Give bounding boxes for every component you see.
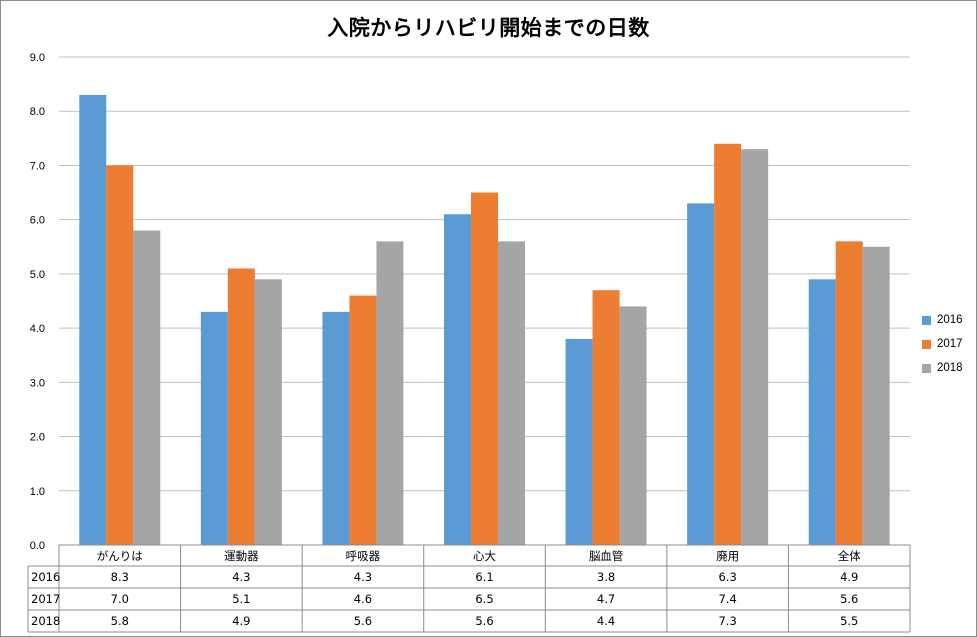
table-cell-value: 4.7 [597, 592, 615, 606]
table-cell-value: 7.4 [718, 592, 736, 606]
bar [808, 279, 836, 545]
category-label: 呼吸器 [346, 549, 381, 563]
legend-swatch [922, 315, 931, 325]
table-cell-value: 4.4 [597, 614, 615, 628]
legend-item: 2018 [922, 356, 977, 380]
y-tick-label: 2.0 [30, 432, 45, 444]
category-label: がんりは [97, 549, 143, 563]
bar [254, 279, 282, 545]
category-label: 心大 [473, 549, 496, 563]
legend-swatch [922, 363, 931, 373]
bar [444, 214, 471, 545]
bar [322, 311, 350, 545]
bar [565, 338, 593, 545]
bar [835, 241, 863, 545]
y-tick-label: 8.0 [30, 106, 45, 118]
bar [106, 165, 134, 545]
bar [376, 241, 404, 545]
y-tick-label: 1.0 [30, 486, 45, 498]
bar [349, 295, 377, 545]
table-cell-value: 5.6 [840, 592, 858, 606]
table-cell-value: 7.3 [718, 614, 736, 628]
bar [714, 143, 742, 545]
bar [498, 241, 525, 545]
bar [227, 268, 255, 545]
category-label: 全体 [838, 549, 861, 563]
bar [741, 149, 769, 545]
chart-title: 入院からリハビリ開始までの日数 [327, 16, 650, 40]
bar [592, 290, 620, 545]
y-tick-label: 6.0 [30, 215, 45, 227]
bar [862, 246, 890, 545]
bar [200, 311, 228, 545]
bar [79, 94, 107, 545]
table-series-label: 2017 [31, 592, 60, 606]
table-cell-value: 8.3 [111, 570, 129, 584]
y-tick-label: 5.0 [30, 269, 45, 281]
table-cell-value: 5.8 [111, 614, 129, 628]
legend-item: 2016 [922, 308, 977, 332]
table-series-label: 2018 [31, 614, 60, 628]
table-cell-value: 6.3 [718, 570, 736, 584]
bar [619, 306, 647, 545]
category-label: 運動器 [224, 549, 259, 563]
y-tick-label: 7.0 [30, 160, 45, 172]
category-label: 廃用 [716, 549, 739, 563]
table-cell-value: 5.5 [840, 614, 858, 628]
table-cell-value: 4.3 [354, 570, 372, 584]
table-cell-value: 4.3 [232, 570, 250, 584]
table-cell-value: 6.5 [475, 592, 493, 606]
y-tick-label: 9.0 [30, 52, 45, 64]
bar [471, 192, 498, 546]
y-tick-label: 4.0 [30, 323, 45, 335]
legend-label: 2016 [937, 314, 963, 326]
table-cell-value: 5.6 [475, 614, 493, 628]
table-cell-value: 3.8 [597, 570, 615, 584]
table-cell-value: 5.1 [232, 592, 250, 606]
legend-swatch [922, 339, 931, 349]
bar [133, 230, 161, 545]
table-cell-value: 6.1 [475, 570, 493, 584]
y-tick-label: 3.0 [30, 377, 45, 389]
y-tick-label: 0.0 [30, 540, 45, 552]
table-cell-value: 4.9 [840, 570, 858, 584]
legend-label: 2018 [937, 362, 963, 374]
category-label: 脳血管 [589, 549, 624, 563]
legend: 2016 2017 2018 [922, 308, 977, 380]
table-cell-value: 7.0 [111, 592, 129, 606]
table-cell-value: 4.9 [232, 614, 250, 628]
table-cell-value: 4.6 [354, 592, 372, 606]
table-cell-value: 5.6 [354, 614, 372, 628]
table-series-label: 2016 [31, 570, 60, 584]
legend-item: 2017 [922, 332, 977, 356]
legend-label: 2017 [937, 338, 963, 350]
bar [687, 203, 715, 545]
